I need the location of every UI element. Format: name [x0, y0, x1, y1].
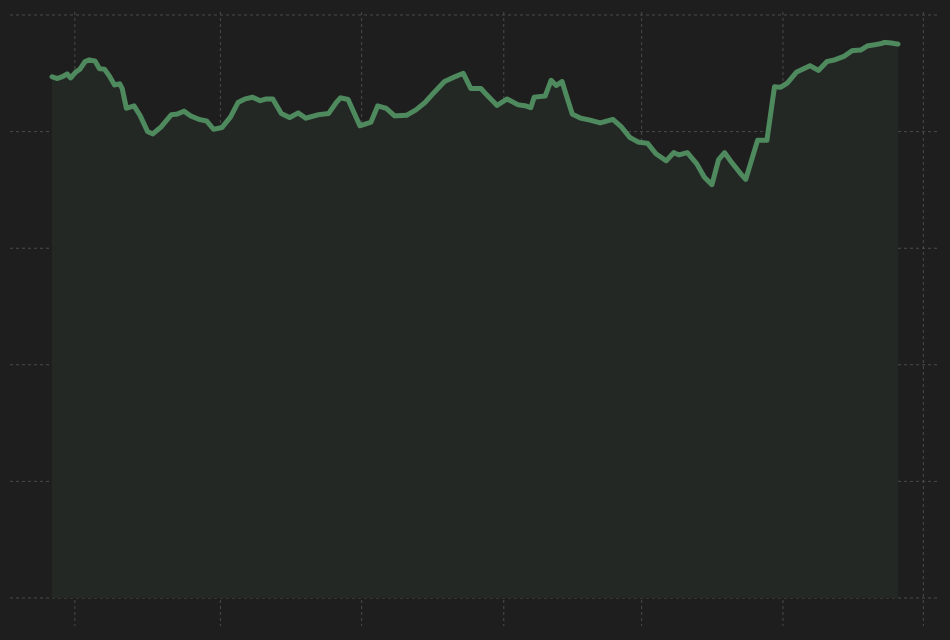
area-fill	[52, 42, 898, 598]
series-line	[49, 39, 901, 188]
